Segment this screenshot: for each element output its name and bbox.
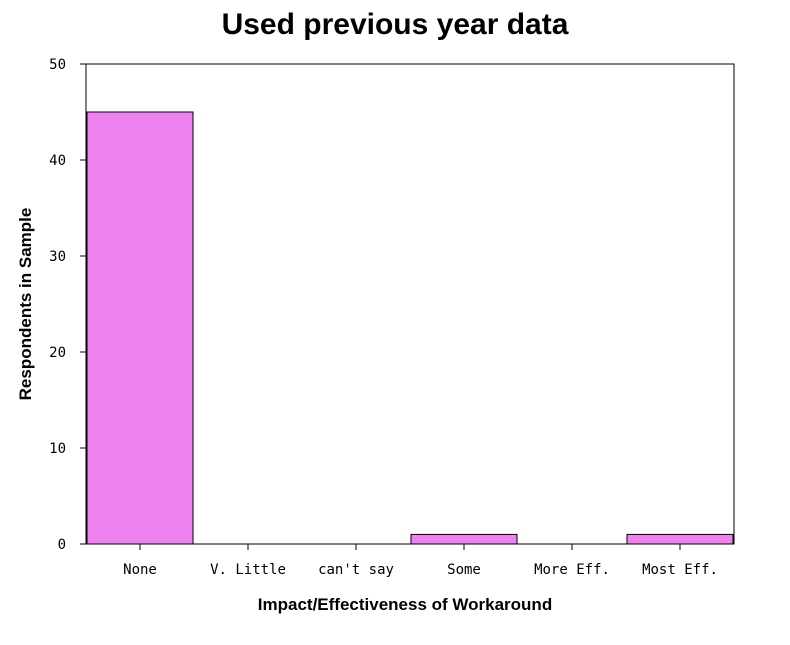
- y-tick-label: 40: [49, 153, 66, 169]
- y-tick-label: 10: [49, 441, 66, 457]
- y-tick-label: 20: [49, 345, 66, 361]
- bar-none: [86, 111, 194, 545]
- y-axis-ticks: 0 10 20 30 40 50: [49, 57, 86, 553]
- bar-most-eff: [626, 533, 734, 545]
- bars-group: [86, 111, 734, 545]
- x-tick-label: V. Little: [210, 562, 286, 578]
- x-tick-label: More Eff.: [534, 562, 610, 578]
- y-tick-label: 30: [49, 249, 66, 265]
- chart-title: Used previous year data: [221, 8, 569, 41]
- y-axis-title: Respondents in Sample: [16, 208, 35, 401]
- y-tick-label: 50: [49, 57, 66, 73]
- y-tick-label: 0: [58, 537, 66, 553]
- bar-some: [410, 533, 518, 545]
- x-tick-label: Most Eff.: [642, 562, 718, 578]
- x-tick-label: Some: [447, 562, 481, 578]
- x-tick-label: can't say: [318, 562, 394, 578]
- x-axis-title: Impact/Effectiveness of Workaround: [258, 595, 552, 614]
- x-axis-ticks: None V. Little can't say Some More Eff. Most …: [123, 544, 718, 578]
- plot-area-frame: [85, 63, 735, 545]
- x-tick-label: None: [123, 562, 157, 578]
